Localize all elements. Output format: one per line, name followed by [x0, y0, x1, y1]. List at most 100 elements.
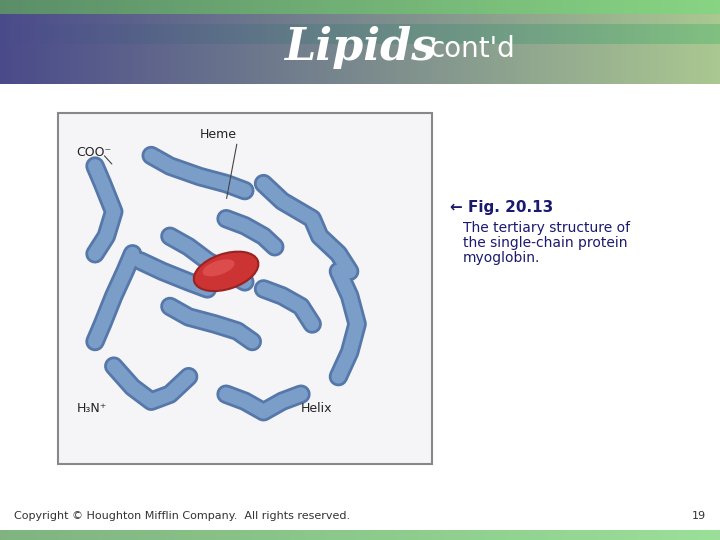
- Bar: [94, 0, 96, 84]
- Bar: [322, 0, 324, 84]
- Bar: [362, 24, 365, 44]
- Bar: [197, 530, 199, 540]
- Bar: [264, 24, 266, 44]
- Bar: [639, 24, 641, 44]
- Bar: [22, 0, 24, 14]
- Bar: [564, 0, 567, 84]
- Bar: [446, 24, 449, 44]
- Bar: [475, 0, 477, 14]
- Bar: [94, 530, 96, 540]
- Bar: [245, 530, 247, 540]
- Bar: [312, 530, 315, 540]
- Bar: [425, 24, 427, 44]
- Bar: [427, 530, 430, 540]
- Bar: [50, 24, 53, 44]
- Bar: [389, 0, 391, 14]
- Bar: [74, 0, 77, 14]
- Bar: [506, 0, 509, 84]
- Bar: [653, 0, 655, 14]
- Bar: [305, 24, 307, 44]
- Bar: [531, 24, 533, 44]
- Bar: [110, 530, 113, 540]
- Bar: [387, 0, 389, 84]
- Bar: [468, 24, 470, 44]
- Bar: [521, 0, 523, 14]
- Bar: [199, 0, 202, 14]
- Bar: [567, 0, 569, 14]
- Bar: [182, 0, 185, 14]
- Bar: [31, 24, 34, 44]
- Bar: [598, 0, 600, 84]
- Bar: [45, 0, 48, 14]
- Bar: [708, 0, 711, 14]
- Bar: [698, 24, 701, 44]
- Bar: [108, 0, 110, 84]
- Bar: [358, 530, 360, 540]
- Bar: [686, 24, 689, 44]
- Bar: [562, 530, 564, 540]
- Bar: [310, 530, 312, 540]
- Bar: [189, 24, 192, 44]
- Bar: [302, 24, 305, 44]
- Bar: [333, 0, 336, 84]
- Bar: [531, 0, 533, 14]
- Bar: [70, 0, 72, 14]
- Bar: [624, 0, 626, 14]
- Bar: [293, 24, 295, 44]
- Bar: [718, 0, 720, 14]
- Bar: [391, 530, 394, 540]
- Bar: [403, 530, 405, 540]
- Bar: [394, 0, 396, 84]
- Bar: [348, 0, 351, 84]
- Bar: [614, 0, 617, 84]
- Bar: [310, 24, 312, 44]
- Bar: [612, 0, 614, 14]
- Bar: [223, 24, 225, 44]
- Bar: [634, 0, 636, 84]
- Bar: [117, 0, 120, 14]
- Bar: [72, 0, 74, 84]
- Bar: [374, 0, 377, 84]
- Bar: [670, 530, 672, 540]
- Bar: [223, 0, 225, 14]
- Bar: [214, 530, 216, 540]
- Bar: [653, 24, 655, 44]
- Bar: [286, 0, 288, 84]
- Bar: [207, 0, 209, 14]
- Bar: [125, 530, 127, 540]
- Bar: [715, 0, 718, 84]
- Bar: [485, 0, 487, 14]
- Bar: [336, 24, 338, 44]
- Bar: [29, 24, 31, 44]
- Bar: [113, 0, 115, 84]
- Bar: [230, 0, 233, 84]
- Bar: [81, 24, 84, 44]
- Bar: [686, 0, 689, 84]
- Bar: [315, 0, 317, 14]
- Bar: [598, 530, 600, 540]
- Bar: [187, 0, 189, 84]
- Bar: [562, 0, 564, 14]
- Bar: [139, 24, 142, 44]
- Bar: [636, 0, 639, 14]
- Bar: [466, 0, 468, 84]
- Bar: [281, 530, 283, 540]
- Bar: [682, 0, 684, 84]
- Bar: [526, 0, 528, 14]
- Bar: [456, 0, 459, 84]
- Bar: [466, 24, 468, 44]
- Bar: [274, 24, 276, 44]
- Bar: [243, 0, 245, 14]
- Bar: [235, 24, 238, 44]
- Bar: [636, 24, 639, 44]
- Bar: [216, 530, 218, 540]
- Ellipse shape: [202, 259, 235, 276]
- Bar: [528, 530, 531, 540]
- Bar: [194, 530, 197, 540]
- Bar: [420, 530, 423, 540]
- Bar: [281, 24, 283, 44]
- Bar: [641, 0, 643, 14]
- Bar: [629, 24, 631, 44]
- Bar: [693, 24, 696, 44]
- Bar: [382, 530, 384, 540]
